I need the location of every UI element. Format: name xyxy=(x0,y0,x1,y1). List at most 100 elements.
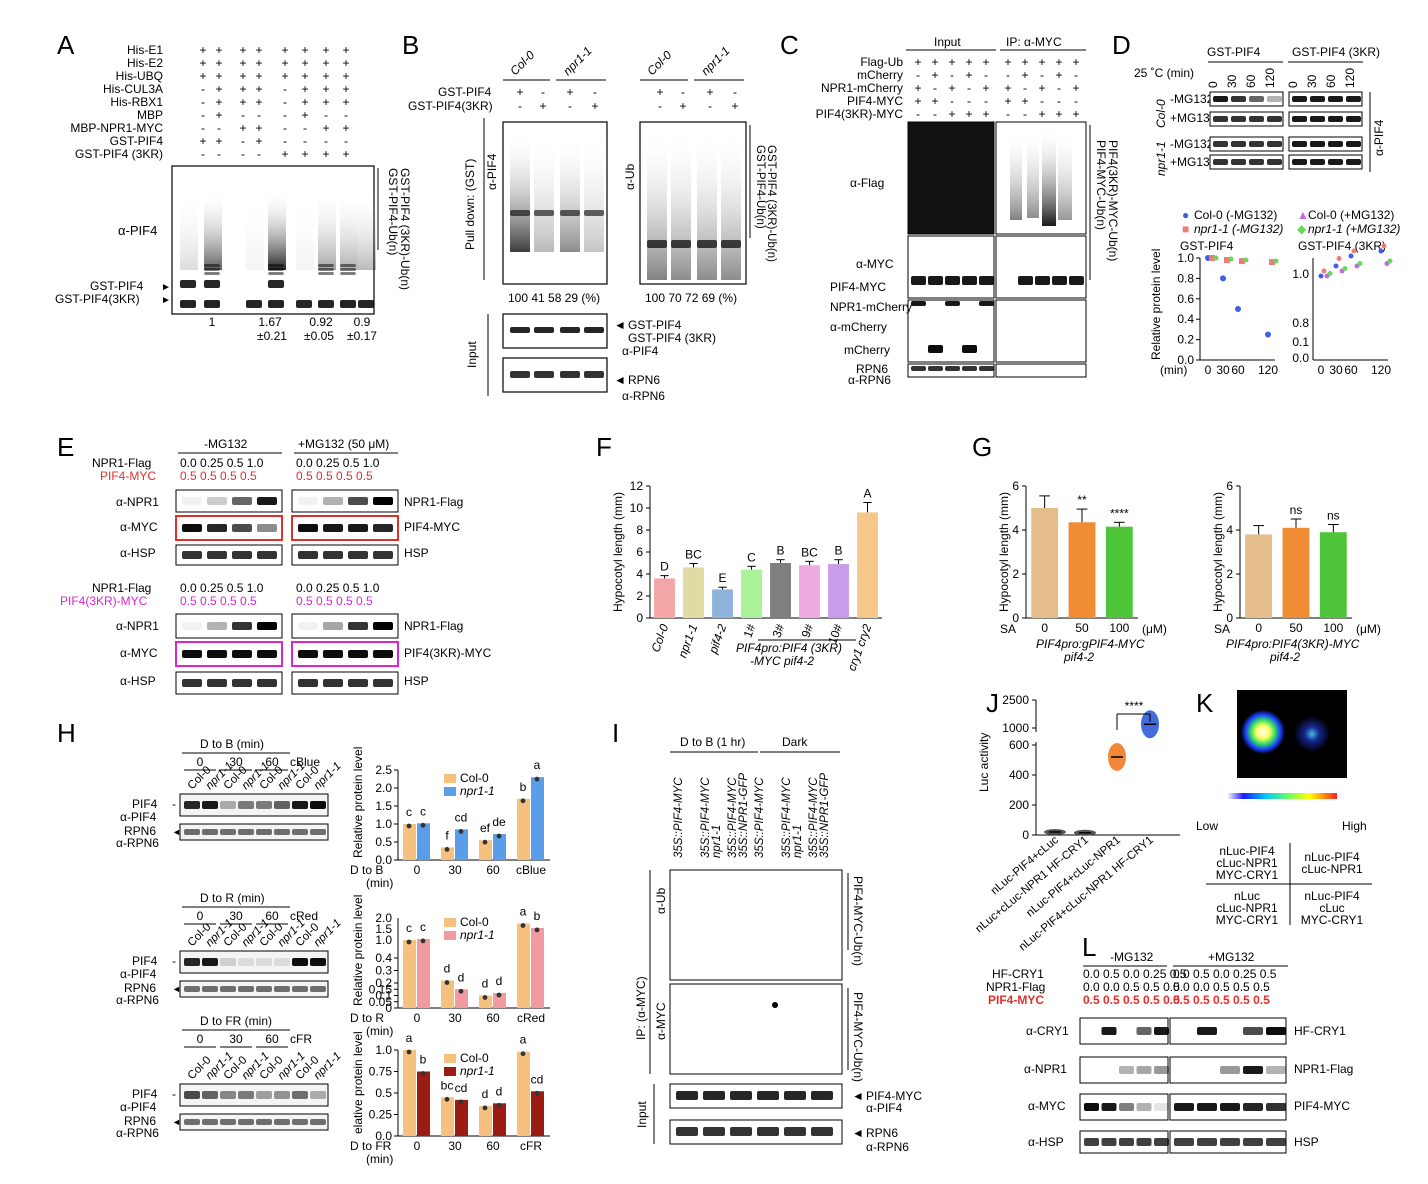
l-npr: 0.0 0.0 0.5 0.5 0.5 xyxy=(1173,980,1270,994)
significance-label: B xyxy=(776,544,784,558)
i-lane-label: npr1-1 xyxy=(792,825,804,858)
h-blot-strip xyxy=(179,950,329,974)
blot-smear xyxy=(697,130,717,280)
bar xyxy=(741,569,762,618)
legend-label: npr1-1 xyxy=(460,928,495,942)
panel-c-label: C xyxy=(780,30,799,60)
bar xyxy=(441,847,454,860)
ylabel: elative protein level xyxy=(351,1031,365,1134)
blot-band xyxy=(182,524,202,532)
i-lane-label: 35S::NPR1-GFP xyxy=(738,773,750,858)
b-genotype-headers: Col-0 npr1-1 Col-0 npr1-1 xyxy=(507,44,732,78)
blot-band xyxy=(1035,276,1050,285)
significance-label: E xyxy=(718,571,726,585)
a-sign: + xyxy=(215,95,222,109)
blot-band xyxy=(1346,116,1361,122)
xtick-label: 9# xyxy=(799,622,817,640)
c-sign-grid: + ++ ++ ++ ++ +- -+ +- -+ +- -+ +- -+ +- -+ ++ ++ +- -- -- -… xyxy=(914,55,1079,121)
data-point xyxy=(444,1096,450,1102)
blot-band xyxy=(676,1127,698,1136)
legend-label: Col-0 xyxy=(460,1051,489,1065)
a-quantification: 1 1.67 ±0.21 0.92 ±0.05 0.9 ±0.17 xyxy=(209,315,378,343)
blot-band xyxy=(1197,1138,1217,1146)
b-side-label-2: GST-PIF4 (3KR)-Ub(n) xyxy=(765,145,777,262)
blot-band xyxy=(274,801,290,809)
d-xtick: 120 xyxy=(1258,363,1278,377)
k-tr-2: cLuc-NPR1 xyxy=(1301,862,1363,876)
data-point xyxy=(458,1099,464,1105)
d-ytick: 1.0 xyxy=(1177,251,1194,265)
blot-band xyxy=(292,986,308,992)
panel-i: D to B (1 hr) Dark 35S::PIF4-MYC 35S::PIF… xyxy=(634,735,922,1154)
h-rpn6: RPN6 xyxy=(124,1114,156,1128)
blot-band xyxy=(1310,96,1325,102)
bar xyxy=(1031,508,1059,618)
d-xtick: 120 xyxy=(1371,363,1391,377)
blot-band xyxy=(1266,1027,1286,1035)
d-point xyxy=(1269,259,1275,266)
e-blot-strip xyxy=(175,544,283,566)
blot-band xyxy=(268,264,284,267)
ylabel: Hypocotyl length (mm) xyxy=(611,492,625,612)
h-rpn6: RPN6 xyxy=(124,824,156,838)
xunit: (min) xyxy=(366,876,393,890)
a-sign: - xyxy=(217,121,221,135)
genotype: PIF4pro:PIF4(3KR)-MYC xyxy=(1226,637,1360,651)
c-blot-flag-input xyxy=(907,121,995,235)
xtick-label: 30 xyxy=(448,1139,462,1153)
b-ab-ub: α-Ub xyxy=(623,163,637,190)
data-point xyxy=(420,1071,426,1076)
bar xyxy=(493,993,506,1008)
a-quant: ±0.21 xyxy=(257,329,287,343)
blot-band xyxy=(1101,1027,1117,1035)
a-sign: + xyxy=(239,43,246,57)
c-npr1mch: NPR1-mCherry xyxy=(830,300,912,314)
a-sign: + xyxy=(215,108,222,122)
e-conc: 0.0 0.25 0.5 1.0 xyxy=(180,581,264,595)
d-point xyxy=(1318,273,1324,279)
blot-band xyxy=(757,1127,779,1136)
a-sign: + xyxy=(255,43,262,57)
i-lane-label: npr1-1 xyxy=(711,825,723,858)
blot-band xyxy=(182,551,202,559)
a-row-label: GST-PIF4 xyxy=(110,134,164,148)
significance-label: f xyxy=(445,828,449,842)
panel-b-label: B xyxy=(402,30,419,60)
bar xyxy=(455,989,468,1008)
k-spot-low xyxy=(1294,716,1330,752)
b-sign: - xyxy=(518,99,522,113)
d-ytick: 0.6 xyxy=(1177,292,1194,306)
bar xyxy=(417,1071,430,1136)
arrow-icon: ◄ xyxy=(852,1126,864,1140)
bar xyxy=(857,512,878,618)
blot-smear xyxy=(318,190,336,270)
blot-band xyxy=(298,679,318,687)
a-sign: + xyxy=(322,121,329,135)
xtick-label: 50 xyxy=(1289,621,1303,635)
x-unit: (μM) xyxy=(1356,622,1381,636)
blot-band xyxy=(323,497,343,505)
d-time: 0 xyxy=(1286,81,1300,88)
blot-band xyxy=(911,301,926,306)
e-pif43kr: PIF4(3KR)-MYC xyxy=(60,594,148,608)
d-ylabel: Relative protein level xyxy=(1149,249,1163,360)
c-arpn6: α-RPN6 xyxy=(848,373,891,387)
group-label: PIF4pro:PIF4 (3KR) xyxy=(736,641,842,655)
i-blot-ub xyxy=(669,869,843,981)
significance-label: cd xyxy=(531,1072,544,1086)
d-ytick: 0.4 xyxy=(1177,312,1194,326)
bar xyxy=(654,578,675,618)
blot-band xyxy=(1154,1027,1169,1035)
blot-band xyxy=(182,679,202,687)
ytick-label: 200 xyxy=(1009,798,1029,812)
e-conc: 0.0 0.25 0.5 1.0 xyxy=(180,456,264,470)
e-pif4myc-label: PIF4-MYC xyxy=(404,520,460,534)
x-prefix: SA xyxy=(1214,622,1230,636)
blot-band xyxy=(340,268,356,271)
e-npr1flag: NPR1-Flag xyxy=(92,456,151,470)
l-plus: +MG132 xyxy=(1208,950,1255,964)
blot-band xyxy=(184,1091,200,1099)
c-sign: + xyxy=(914,81,921,95)
ytick-label: 10 xyxy=(630,501,644,515)
